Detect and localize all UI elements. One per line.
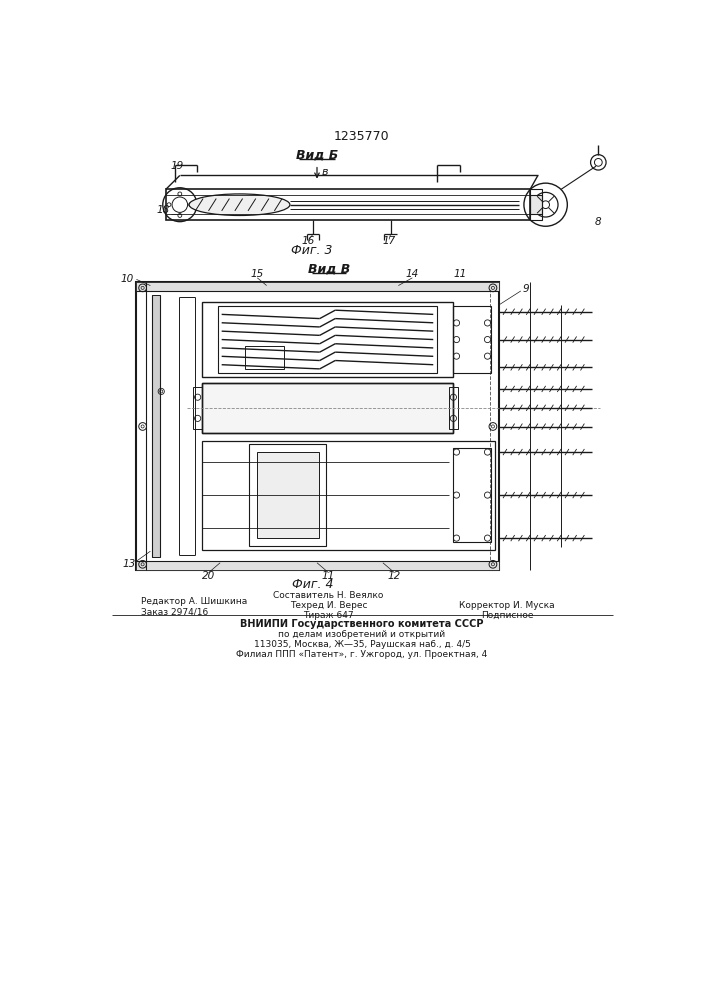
Text: Корректор И. Муска: Корректор И. Муска (459, 601, 555, 610)
Bar (202, 383, 452, 433)
Bar (193, 387, 202, 429)
Bar (136, 561, 499, 570)
Text: 113035, Москва, Ж—35, Раушская наб., д. 4/5: 113035, Москва, Ж—35, Раушская наб., д. … (254, 640, 470, 649)
Text: 10: 10 (120, 274, 134, 284)
Text: 14: 14 (406, 269, 419, 279)
Text: 8: 8 (595, 217, 601, 227)
Bar (166, 189, 530, 220)
Bar (136, 282, 499, 291)
Bar (202, 441, 495, 550)
Text: Фиг. 4: Фиг. 4 (293, 578, 334, 591)
Ellipse shape (189, 194, 290, 215)
Text: Фиг. 3: Фиг. 3 (291, 244, 332, 257)
Text: в: в (322, 167, 328, 177)
Text: Техред И. Верес: Техред И. Верес (290, 601, 368, 610)
Text: 15: 15 (251, 269, 264, 279)
Text: Подписное: Подписное (481, 611, 533, 620)
Bar (249, 444, 327, 546)
Text: 18: 18 (157, 205, 170, 215)
Text: 20: 20 (202, 571, 215, 581)
Text: Редактор А. Шишкина: Редактор А. Шишкина (141, 597, 247, 606)
Text: по делам изобретений и открытий: по делам изобретений и открытий (279, 630, 445, 639)
Text: 9: 9 (523, 284, 530, 294)
Bar (257, 452, 319, 538)
Bar (136, 282, 499, 570)
Bar (530, 189, 542, 220)
Text: Составитель Н. Веялко: Составитель Н. Веялко (274, 591, 384, 600)
Text: Вид В: Вид В (308, 262, 350, 275)
Bar (530, 195, 542, 214)
Text: Заказ 2974/16: Заказ 2974/16 (141, 607, 209, 616)
Text: 11: 11 (322, 571, 335, 581)
Bar (218, 306, 437, 373)
Bar (152, 295, 160, 557)
Text: 12: 12 (388, 571, 401, 581)
Bar (449, 387, 458, 429)
Text: Тираж 647: Тираж 647 (303, 611, 354, 620)
Text: 11: 11 (454, 269, 467, 279)
Bar (452, 448, 491, 542)
Text: 17: 17 (382, 236, 396, 246)
Text: ВНИИПИ Государственного комитета СССР: ВНИИПИ Государственного комитета СССР (240, 619, 484, 629)
Text: 13: 13 (122, 559, 135, 569)
Text: 16: 16 (302, 236, 315, 246)
Text: Филиал ППП «Патент», г. Ужгород, ул. Проектная, 4: Филиал ППП «Патент», г. Ужгород, ул. Про… (236, 650, 488, 659)
Bar (452, 306, 491, 373)
Text: 19: 19 (171, 161, 184, 171)
Bar (146, 291, 490, 561)
Bar (245, 346, 284, 369)
Text: Вид Б: Вид Б (296, 148, 338, 161)
Bar (202, 383, 452, 433)
Bar (202, 302, 452, 377)
Text: 1235770: 1235770 (334, 130, 390, 143)
